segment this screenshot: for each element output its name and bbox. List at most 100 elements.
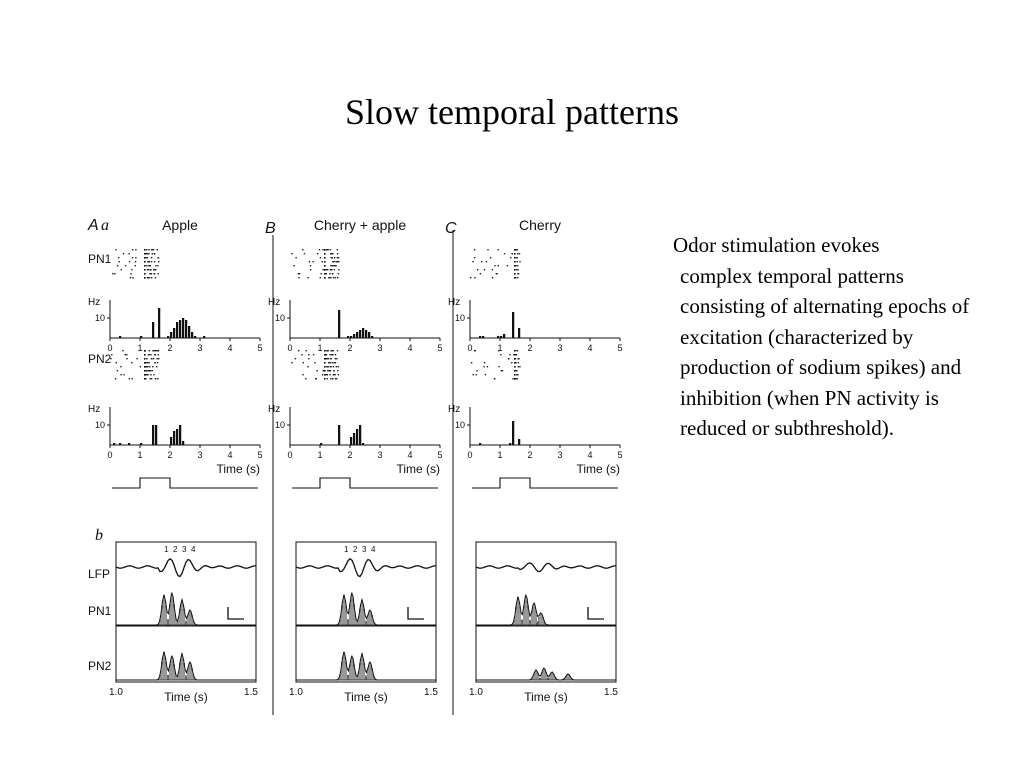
raster-pn1-cherry-apple-spike	[332, 277, 335, 279]
raster-pn1-cherry-spike	[497, 265, 499, 267]
cycle-label-b-apple: 1	[164, 545, 169, 554]
raster-pn2-apple-spike	[147, 362, 149, 364]
raster-pn1-cherry-apple-spike	[337, 253, 339, 255]
psth-pn2-cherry	[476, 667, 616, 681]
psth-pn1-cherry-bin	[531, 610, 533, 626]
psth-pn2-cherry-bin	[535, 669, 537, 681]
histogram-pn1-cherry-bar	[497, 336, 500, 338]
raster-pn1-cherry-spike	[491, 269, 494, 271]
raster-pn1-cherry-spike	[487, 249, 489, 251]
psth-pn1-apple-bin	[193, 622, 195, 626]
psth-pn2-cherry-bin	[563, 678, 565, 681]
psth-pn1-cherry-apple-bin	[345, 605, 347, 626]
time-label-b-cherry: Time (s)	[524, 690, 568, 704]
row-label-pn1: PN1	[88, 252, 112, 266]
raster-pn1-apple-spike	[149, 265, 151, 267]
raster-pn2-cherry-apple-spike	[321, 374, 324, 376]
time-label-b-cherry-apple: Time (s)	[344, 690, 388, 704]
raster-pn2-apple-spike	[144, 362, 146, 364]
psth-pn2-cherry-apple-bin	[373, 676, 375, 681]
psth-pn1-cherry-apple-bin	[373, 622, 375, 626]
psth-pn2-cherry-bin	[547, 678, 549, 681]
raster-pn2-apple-spike	[150, 354, 152, 356]
psth-pn2-apple-bin	[187, 668, 189, 681]
raster-pn1-apple-spike	[148, 249, 150, 251]
raster-pn1-cherry-apple-spike	[334, 277, 337, 279]
raster-pn1-cherry-spike	[515, 265, 517, 267]
histogram-pn2-apple-bar	[119, 443, 122, 445]
histogram-pn2-cherry-bar	[518, 439, 521, 445]
raster-pn2-cherry-spike	[500, 354, 502, 356]
raster-pn1-cherry-spike	[515, 249, 517, 251]
raster-pn1-cherry-spike	[485, 261, 488, 263]
raster-pn2-cherry-apple-spike	[305, 378, 307, 380]
raster-pn2-cherry-apple-spike	[329, 370, 331, 372]
psth-pn1-apple-bin	[173, 604, 175, 626]
raster-pn1-apple-spike	[144, 277, 146, 279]
raster-pn1-cherry-spike	[473, 249, 476, 251]
raster-pn2-apple-spike	[150, 374, 152, 376]
histogram-pn2-cherry-apple-bar	[338, 425, 341, 445]
psth-pn2-cherry-apple-bin	[353, 664, 355, 681]
raster-pn1-apple-spike	[131, 269, 133, 271]
raster-pn1-cherry-apple-spike	[333, 257, 336, 259]
raster-pn1-cherry-apple-spike	[327, 269, 329, 271]
raster-pn1-cherry-spike	[518, 253, 521, 255]
raster-pn1-cherry-apple-spike	[310, 269, 312, 271]
raster-pn2-cherry-apple-spike	[334, 354, 337, 356]
raster-pn1-apple-spike	[148, 253, 150, 255]
raster-pn1-apple-spike	[156, 249, 158, 251]
raster-pn2-cherry-apple-spike	[333, 374, 335, 376]
raster-pn2-cherry-apple-spike	[324, 350, 326, 352]
psth-pn1-cherry-apple-bin	[343, 594, 345, 626]
raster-pn1-cherry-apple-spike	[325, 269, 328, 271]
raster-pn1-cherry-apple-spike	[324, 249, 326, 251]
raster-pn1-cherry-spike	[514, 257, 516, 259]
psth-pn2-apple-bin	[163, 651, 165, 681]
psth-pn2-cherry-bin	[565, 675, 567, 681]
histogram-pn2-cherry-apple-bar	[362, 443, 365, 445]
raster-pn2-cherry-apple-spike	[332, 366, 335, 368]
raster-pn1-cherry-spike	[473, 257, 476, 259]
raster-pn1-cherry-spike	[495, 273, 497, 275]
raster-pn1-apple-spike	[146, 277, 149, 279]
histogram-pn1-cherry-apple-bar	[338, 310, 341, 338]
cycle-label-b-cherry-apple: 1	[344, 545, 349, 554]
psth-pn2-cherry-bin	[555, 678, 557, 681]
raster-pn2-apple-spike	[157, 354, 159, 356]
raster-pn2-apple-spike	[144, 370, 146, 372]
panel-letter-B: B	[265, 220, 276, 237]
raster-pn1-apple-spike	[150, 273, 153, 275]
psth-pn1-apple	[116, 592, 256, 626]
raster-pn2-apple-spike	[146, 358, 148, 360]
raster-pn2-cherry-spike	[513, 354, 515, 356]
raster-pn2-apple-spike	[158, 358, 160, 360]
raster-pn2-cherry-apple-spike	[324, 362, 326, 364]
raster-pn2-cherry-apple-spike	[291, 362, 293, 364]
raster-pn1-apple-spike	[144, 269, 146, 271]
raster-pn1-cherry-apple-spike	[333, 269, 336, 271]
raster-pn1-cherry-apple-spike	[337, 261, 339, 263]
stimulus-trace-apple	[112, 477, 258, 489]
histogram-pn1-apple-bar	[158, 308, 161, 338]
psth-pn1-cherry-bin	[527, 605, 529, 626]
raster-pn2-cherry-apple-spike	[325, 354, 328, 356]
histogram-pn2-cherry-apple-y-tick-label: 10	[275, 420, 285, 430]
raster-pn1-apple-spike	[158, 261, 160, 263]
histogram-pn2-cherry-apple-x-tick-label: 4	[407, 450, 412, 460]
psth-pn1-cherry-apple-bin	[339, 619, 341, 626]
psth-pn1-cherry-apple-bin	[341, 605, 343, 626]
raster-pn2-cherry-apple-spike	[294, 358, 297, 360]
raster-pn2-apple-spike	[131, 362, 133, 364]
raster-pn1-cherry-spike	[496, 273, 498, 275]
raster-pn2-cherry-spike	[514, 378, 516, 380]
raster-pn2-cherry-apple-spike	[324, 354, 326, 356]
raster-pn2-apple-spike	[153, 350, 155, 352]
psth-pn2-apple-bin	[193, 676, 195, 681]
raster-pn1-cherry-spike	[489, 257, 492, 259]
histogram-pn2-cherry-x-tick-label: 2	[527, 450, 532, 460]
cycle-label-b-apple: 2	[173, 545, 178, 554]
raster-pn2-cherry-spike	[515, 378, 517, 380]
raster-pn1-cherry-spike	[479, 273, 482, 275]
